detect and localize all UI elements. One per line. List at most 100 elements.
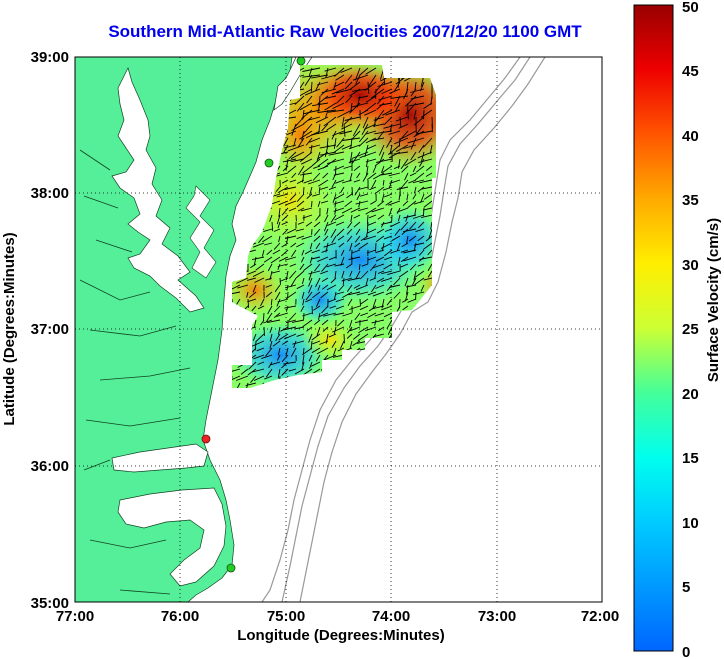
velocity-arrow <box>383 263 393 270</box>
velocity-arrow <box>346 228 353 235</box>
velocity-arrow <box>353 165 361 172</box>
velocity-arrow <box>393 165 401 170</box>
velocity-arrow <box>325 67 329 79</box>
velocity-arrow <box>337 109 353 118</box>
velocity-arrow <box>391 235 401 242</box>
velocity-arrow <box>371 179 377 189</box>
velocity-arrow <box>425 165 433 172</box>
velocity-arrow <box>425 235 433 242</box>
velocity-arrow <box>335 298 345 303</box>
velocity-arrow <box>273 242 281 250</box>
velocity-arrow <box>412 291 425 296</box>
x-tick-label: 72:00 <box>581 608 619 625</box>
velocity-arrow <box>355 200 369 205</box>
velocity-arrow <box>315 277 321 288</box>
velocity-arrow <box>276 298 281 307</box>
velocity-arrow <box>267 305 273 315</box>
velocity-arrow <box>414 172 425 181</box>
velocity-arrow <box>266 249 273 256</box>
velocity-arrow <box>305 291 313 301</box>
velocity-arrow <box>289 193 297 201</box>
velocity-arrow <box>252 242 265 248</box>
velocity-arrow <box>332 102 345 110</box>
velocity-arrow <box>349 340 353 350</box>
velocity-arrow <box>361 263 369 267</box>
velocity-arrow <box>343 116 353 125</box>
velocity-arrow <box>312 340 321 345</box>
velocity-arrow <box>279 277 289 282</box>
velocity-arrow <box>381 305 393 311</box>
velocity-arrow <box>385 109 401 116</box>
velocity-arrow <box>267 319 281 324</box>
velocity-arrow <box>334 81 345 88</box>
velocity-arrow <box>419 179 433 184</box>
velocity-arrow <box>342 277 345 285</box>
hatteras-station-marker <box>226 563 236 573</box>
map-title: Southern Mid-Atlantic Raw Velocities 200… <box>108 22 582 41</box>
velocity-arrow <box>281 354 289 363</box>
velocity-arrow <box>235 298 241 306</box>
velocity-arrow <box>344 200 353 208</box>
velocity-arrow <box>240 368 249 375</box>
velocity-arrow <box>296 333 305 337</box>
velocity-arrow <box>316 347 329 355</box>
velocity-arrow <box>236 382 241 388</box>
velocity-arrow <box>293 340 297 349</box>
velocity-arrow <box>355 74 361 85</box>
velocity-arrow <box>349 270 353 277</box>
rivers <box>79 149 191 595</box>
velocity-arrow <box>357 186 369 191</box>
velocity-arrow <box>365 207 377 215</box>
velocity-arrow <box>366 249 377 254</box>
velocity-arrow <box>308 270 313 281</box>
velocity-arrow <box>291 172 297 179</box>
velocity-arrow <box>308 270 321 275</box>
velocity-arrow <box>388 172 401 177</box>
velocity-arrow <box>343 123 346 137</box>
velocity-arrow <box>383 123 401 129</box>
velocity-arrow <box>352 88 369 92</box>
velocity-arrow <box>290 277 297 288</box>
velocity-arrow <box>315 214 321 221</box>
velocity-arrow <box>360 312 369 317</box>
velocity-arrow <box>297 165 305 176</box>
velocity-arrow <box>315 298 321 307</box>
velocity-arrow <box>319 144 337 149</box>
velocity-arrow <box>317 165 329 171</box>
velocity-arrow <box>285 200 297 206</box>
velocity-arrow <box>345 95 353 104</box>
velocity-arrow <box>313 305 321 311</box>
velocity-arrow <box>372 263 385 269</box>
velocity-arrow <box>315 242 321 250</box>
velocity-arrow <box>333 207 345 212</box>
velocity-arrow <box>349 81 361 90</box>
velocity-arrow <box>373 172 385 180</box>
velocity-arrow <box>311 333 321 341</box>
velocity-arrow <box>323 116 337 127</box>
velocity-arrow <box>401 242 409 248</box>
velocity-arrow <box>302 368 313 376</box>
velocity-arrow <box>381 165 385 173</box>
velocity-arrow <box>328 186 337 191</box>
x-axis: 77:00 76:00 75:00 74:00 73:00 72:00 Long… <box>56 608 619 644</box>
velocity-arrow <box>350 214 353 223</box>
velocity-arrow <box>347 221 353 229</box>
velocity-arrow <box>413 186 417 194</box>
velocity-arrow <box>333 291 337 301</box>
velocity-arrow <box>341 179 353 184</box>
velocity-arrow <box>332 130 345 137</box>
velocity-arrow <box>312 102 329 107</box>
velocity-arrow <box>341 277 353 282</box>
velocity-arrow <box>328 333 337 338</box>
velocity-arrow <box>417 186 425 193</box>
velocity-arrow <box>278 207 281 217</box>
velocity-arrow <box>339 130 353 135</box>
velocity-arrow <box>263 256 273 263</box>
velocity-arrow <box>369 137 385 142</box>
velocity-arrow <box>236 277 249 284</box>
velocity-arrow <box>366 144 377 150</box>
velocity-arrow <box>396 144 409 153</box>
velocity-arrow <box>315 354 321 362</box>
velocity-arrow <box>363 123 377 130</box>
velocity-arrow <box>260 319 265 326</box>
